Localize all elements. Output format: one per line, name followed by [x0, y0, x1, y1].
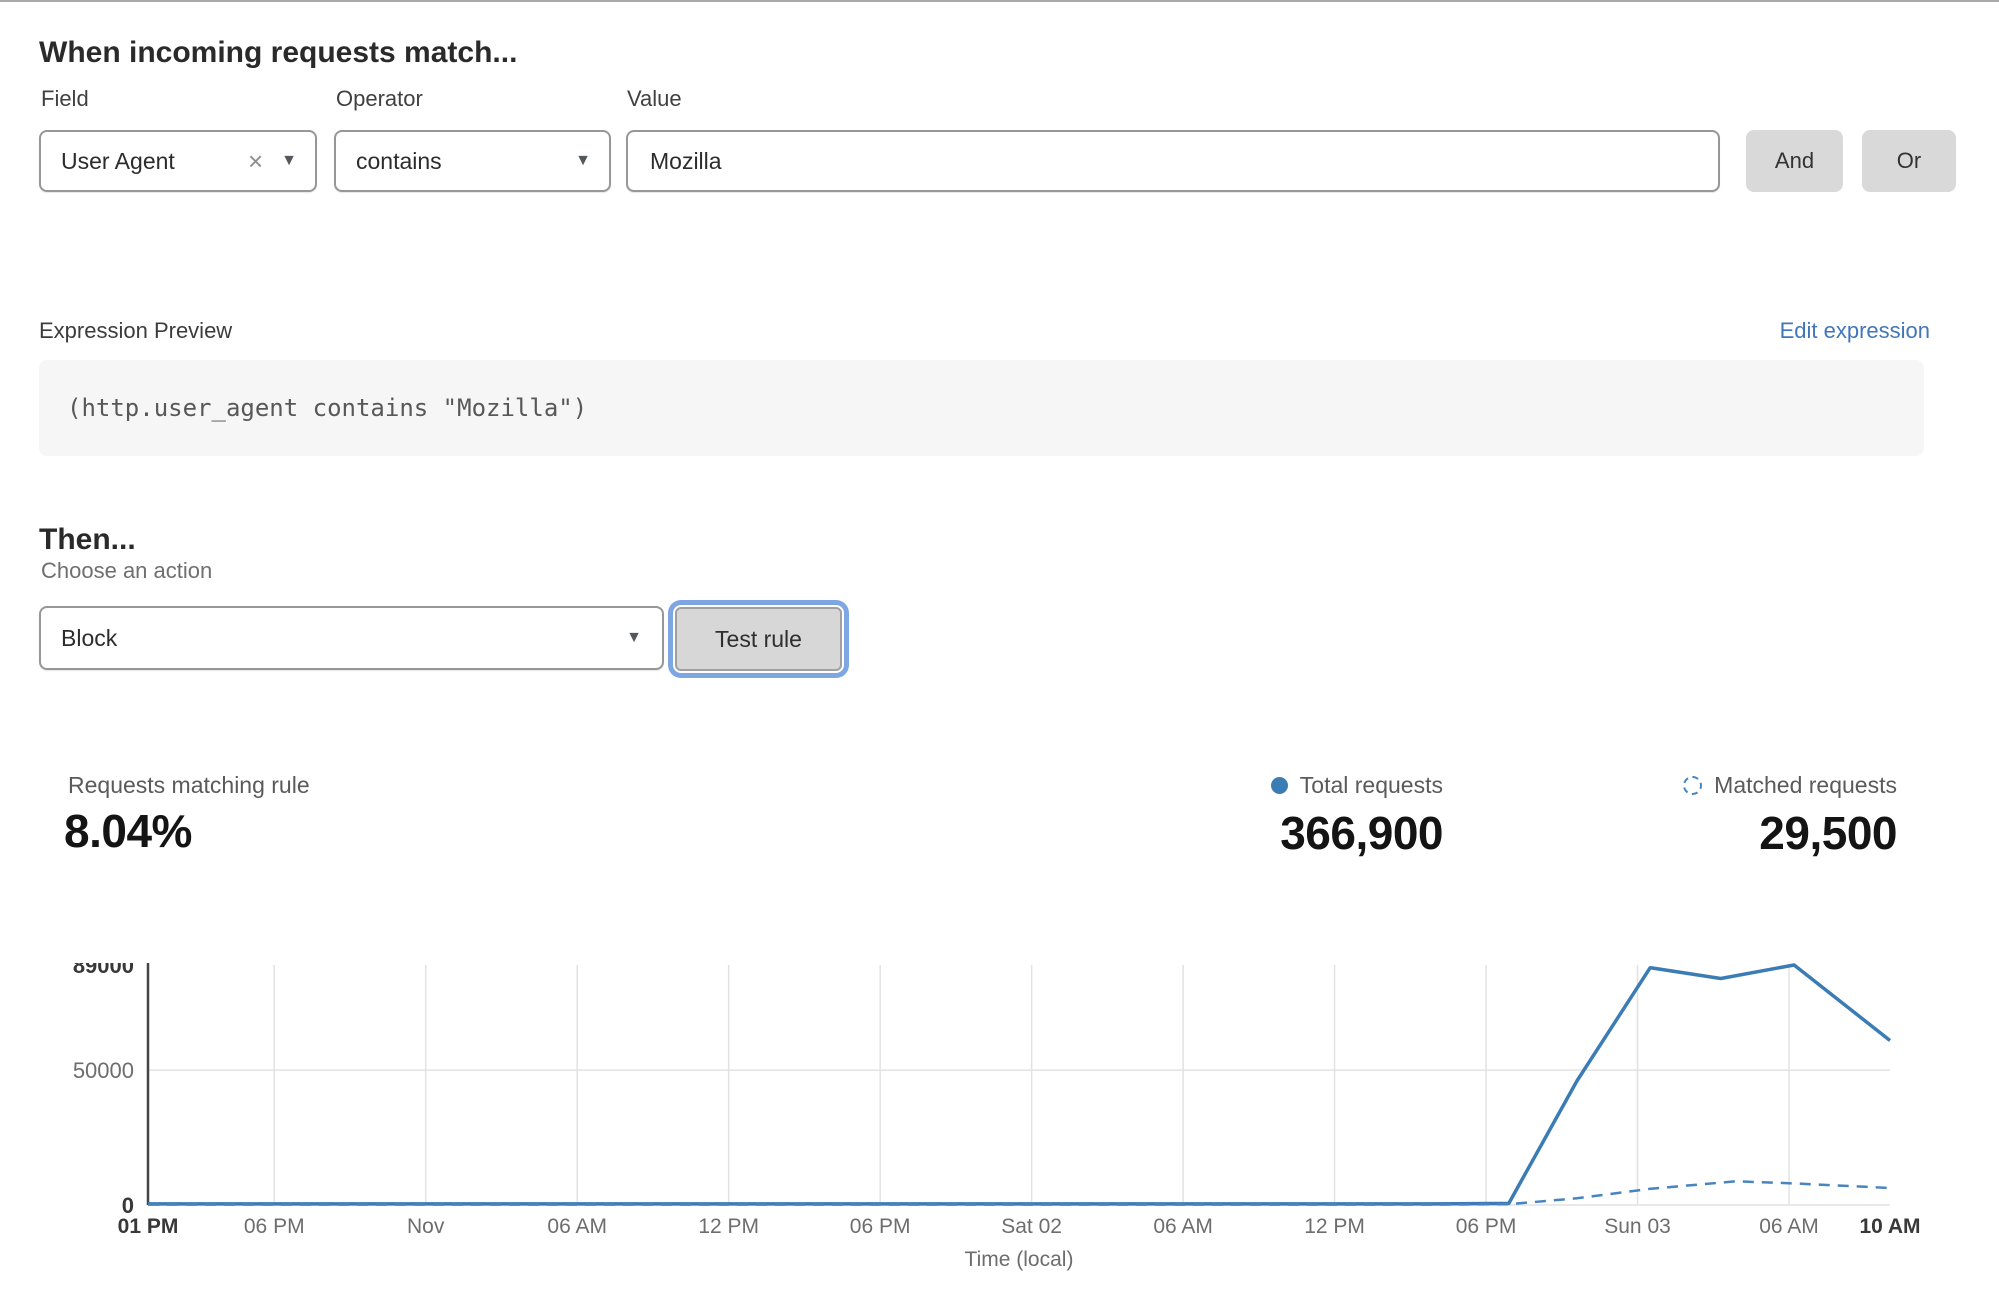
then-title: Then... — [39, 522, 136, 556]
value-input[interactable] — [626, 130, 1720, 192]
svg-text:06 AM: 06 AM — [1759, 1215, 1819, 1238]
total-requests-stat: Total requests 366,900 — [1270, 772, 1444, 860]
value-label: Value — [627, 86, 682, 111]
action-select-value: Block — [61, 624, 118, 651]
operator-label: Operator — [336, 86, 423, 111]
dashed-circle-icon — [1683, 776, 1703, 795]
svg-text:06 AM: 06 AM — [1153, 1215, 1213, 1238]
svg-text:50000: 50000 — [73, 1058, 134, 1083]
matched-requests-stat: Matched requests 29,500 — [1683, 772, 1897, 860]
clear-field-icon[interactable]: × — [247, 146, 264, 176]
total-requests-value: 366,900 — [1280, 807, 1443, 859]
operator-select[interactable]: contains ▼ — [334, 130, 611, 192]
solid-dot-icon — [1270, 777, 1288, 794]
page-title: When incoming requests match... — [39, 36, 518, 70]
requests-matching-label: Requests matching rule — [68, 772, 310, 798]
chevron-down-icon: ▼ — [626, 629, 642, 646]
and-button[interactable]: And — [1746, 130, 1843, 192]
operator-select-value: contains — [356, 147, 442, 174]
requests-matching-value: 8.04% — [64, 805, 192, 857]
svg-text:01 PM: 01 PM — [118, 1215, 179, 1238]
svg-text:06 PM: 06 PM — [850, 1215, 911, 1238]
expression-preview-label: Expression Preview — [39, 318, 233, 343]
edit-expression-link[interactable]: Edit expression — [1779, 318, 1930, 343]
matched-requests-value: 29,500 — [1759, 807, 1897, 859]
total-requests-label: Total requests — [1299, 772, 1443, 798]
chevron-down-icon: ▼ — [281, 152, 297, 169]
svg-text:Sun 03: Sun 03 — [1604, 1215, 1671, 1238]
field-select[interactable]: User Agent × ▼ — [39, 130, 317, 192]
svg-text:06 PM: 06 PM — [1456, 1215, 1517, 1238]
choose-action-label: Choose an action — [41, 558, 213, 583]
field-select-value: User Agent — [61, 147, 175, 174]
svg-text:89000: 89000 — [73, 963, 134, 978]
matched-requests-legend: Matched requests — [1683, 772, 1897, 799]
svg-text:06 PM: 06 PM — [244, 1215, 305, 1238]
expression-code: (http.user_agent contains "Mozilla") — [67, 394, 588, 422]
chevron-down-icon: ▼ — [575, 152, 591, 169]
svg-text:Sat 02: Sat 02 — [1001, 1215, 1062, 1238]
requests-chart: 0 50000 89000 01 PM 06 PM Nov 06 AM 12 PM 06 PM S… — [73, 963, 1921, 1271]
action-select[interactable]: Block ▼ — [39, 606, 664, 670]
expression-preview-block: (http.user_agent contains "Mozilla") — [39, 360, 1924, 456]
top-divider — [0, 0, 1999, 2]
matched-requests-label: Matched requests — [1714, 772, 1897, 798]
svg-text:Time (local): Time (local) — [965, 1248, 1074, 1271]
svg-text:Nov: Nov — [407, 1215, 445, 1238]
svg-text:10 AM: 10 AM — [1859, 1215, 1920, 1238]
svg-text:0: 0 — [122, 1193, 134, 1218]
svg-text:12 PM: 12 PM — [1304, 1215, 1365, 1238]
test-rule-button[interactable]: Test rule — [675, 607, 842, 671]
or-button[interactable]: Or — [1862, 130, 1956, 192]
svg-text:06 AM: 06 AM — [547, 1215, 607, 1238]
total-requests-legend: Total requests — [1270, 772, 1443, 799]
svg-text:12 PM: 12 PM — [698, 1215, 759, 1238]
field-label: Field — [41, 86, 89, 111]
